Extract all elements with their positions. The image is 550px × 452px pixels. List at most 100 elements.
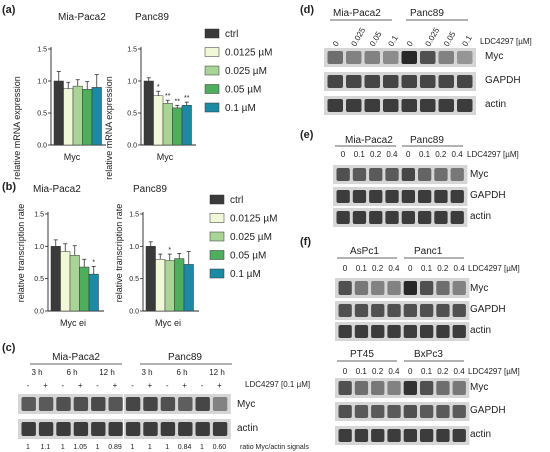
blot-band — [108, 422, 123, 436]
a-left-ylabel: relative mRNA expression — [12, 76, 22, 180]
blot-e — [333, 165, 468, 227]
c-line-1: Mia-Paca2 — [52, 352, 100, 363]
blot-band — [371, 325, 385, 338]
c-treatment-label: LDC4297 [0.1 µM] — [245, 380, 310, 389]
dose-label: 0 — [343, 264, 348, 273]
blot-band — [352, 168, 367, 181]
bar — [53, 80, 64, 146]
dose-label: 0.1 — [421, 367, 433, 376]
significance-mark: ** — [175, 98, 181, 105]
panel-label-b: (b) — [2, 181, 16, 193]
blot-band — [450, 190, 464, 203]
c-ratio-value: 1 — [61, 444, 65, 451]
bar — [88, 273, 99, 312]
blot-band — [436, 304, 450, 317]
dose-label: 0 — [408, 367, 413, 376]
legend-swatch — [209, 194, 225, 205]
blot-band — [364, 99, 380, 112]
y-tick-label: 1.0 — [37, 79, 47, 86]
c-sign: - — [131, 381, 134, 390]
d-band-myc: Myc — [485, 51, 503, 62]
dose-label: 0 — [405, 39, 415, 48]
blot-band — [452, 304, 466, 317]
blot-band — [420, 99, 436, 112]
blot-band — [369, 168, 383, 181]
y-tick-label: 1.0 — [127, 79, 137, 86]
blot-band — [354, 381, 369, 395]
blot-band — [38, 422, 54, 436]
legend-swatch — [209, 213, 225, 223]
c-ratio-value: 1 — [165, 444, 169, 451]
chart-b-left: 0.0 0.5 1.0 1.5 * — [34, 212, 104, 316]
blot-band — [420, 429, 434, 442]
f-top-line-2: Panc1 — [414, 246, 443, 257]
legend-label: ctrl — [230, 195, 243, 206]
blot-band — [403, 381, 417, 395]
y-tick-label: 0.0 — [37, 143, 47, 150]
y-tick-label: 1.5 — [129, 212, 139, 219]
blot-band — [436, 325, 450, 338]
blot-band — [354, 429, 369, 442]
bar — [183, 264, 194, 312]
y-tick-label: 0.0 — [34, 309, 44, 316]
dose-label: 0 — [341, 150, 346, 159]
blot-band — [438, 75, 454, 88]
blot-band — [195, 422, 210, 436]
c-sign: + — [147, 381, 152, 390]
blot-band — [354, 281, 369, 295]
significance-mark: * — [92, 259, 95, 266]
blot-band — [383, 99, 399, 112]
f-top-line-1: AsPc1 — [350, 246, 379, 257]
significance-mark: * — [168, 247, 171, 254]
d-band-gapdh: GAPDH — [485, 75, 521, 86]
c-sign: + — [113, 381, 118, 390]
blot-band — [403, 325, 417, 338]
blot-band — [438, 99, 454, 112]
blot-band — [434, 168, 448, 181]
bar — [72, 85, 83, 146]
b-right-ylabel: relative transcription rate — [114, 204, 124, 303]
blot-band — [371, 381, 385, 395]
blot-band — [383, 75, 399, 88]
c-sign: + — [217, 381, 222, 390]
dose-label: 0.1 — [460, 33, 474, 48]
blot-band — [418, 211, 432, 224]
blot-membrane — [335, 426, 470, 445]
c-ratios: 1 1.1 1 1.05 1 0.89 1 1 1 0.84 1 0.60 — [26, 444, 226, 451]
blot-band — [327, 99, 343, 112]
legend-label: 0.025 µM — [225, 66, 267, 77]
c-time-label: 3 h — [141, 368, 152, 377]
y-tick-label: 1.0 — [129, 244, 139, 251]
e-band-gapdh: GAPDH — [470, 190, 506, 201]
legend-b: ctrl 0.0125 µM 0.025 µM 0.05 µM 0.1 µM — [209, 194, 277, 280]
blot-band — [338, 429, 352, 442]
y-tick-label: 0.5 — [127, 111, 137, 118]
legend-label: 0.025 µM — [230, 232, 272, 243]
blot-band — [346, 51, 362, 64]
c-ratio-value: 1 — [26, 444, 30, 451]
d-line-2: Panc89 — [410, 8, 444, 19]
blot-membrane — [335, 402, 470, 421]
c-band-myc: Myc — [237, 399, 255, 410]
significance-mark: ** — [165, 93, 171, 100]
blot-band — [418, 168, 432, 181]
legend-swatch — [209, 268, 225, 279]
legend-label: ctrl — [225, 29, 238, 40]
blot-band — [73, 422, 89, 436]
c-ratio-value: 0.60 — [213, 444, 227, 451]
blot-band — [401, 168, 415, 181]
blot-band — [212, 422, 228, 436]
legend-swatch — [204, 102, 220, 113]
d-line-1: Mia-Paca2 — [333, 8, 381, 19]
f-bottom-treatment-label: LDC4297 [µM] — [468, 367, 520, 376]
f-top-band-actin: actin — [470, 325, 491, 336]
dose-label: 0.1 — [356, 367, 368, 376]
b-left-title: Mia-Paca2 — [33, 184, 81, 195]
dose-label: 0.1 — [419, 150, 431, 159]
bar — [91, 87, 102, 146]
a-left-title: Mia-Paca2 — [58, 12, 106, 23]
dose-label: 0 — [408, 264, 413, 273]
c-time-label: 12 h — [209, 368, 225, 377]
blot-band — [420, 75, 436, 88]
